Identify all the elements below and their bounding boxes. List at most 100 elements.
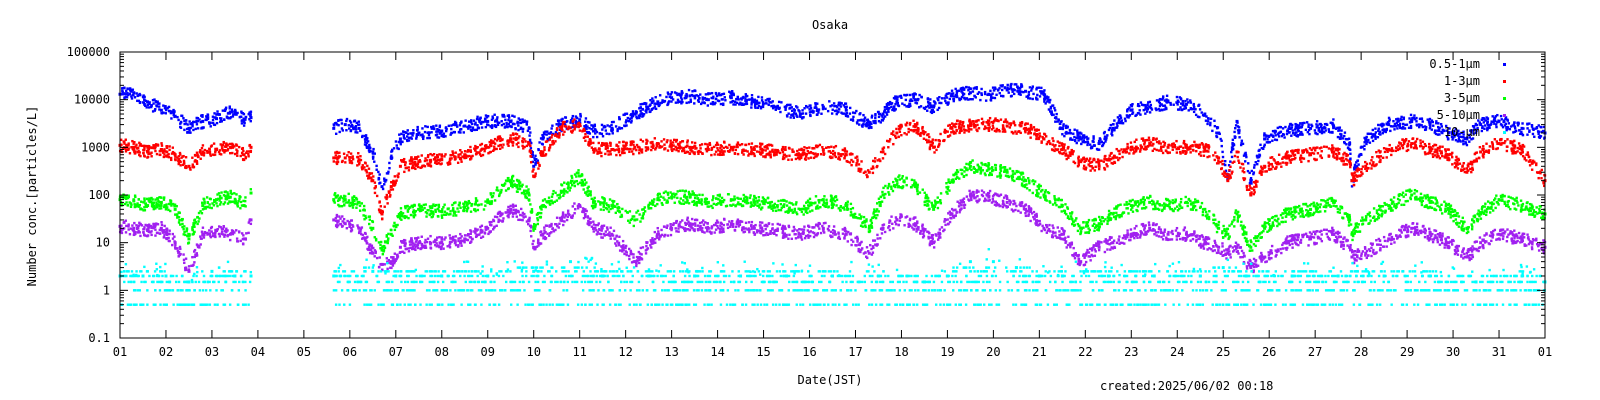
scatter-point	[961, 122, 965, 125]
scatter-point	[1529, 159, 1532, 162]
scatter-point	[1509, 141, 1512, 145]
scatter-point	[223, 151, 226, 154]
scatter-point	[1540, 126, 1543, 129]
scatter-point	[143, 98, 146, 101]
scatter-point	[1463, 136, 1466, 140]
scatter-point	[1207, 150, 1210, 153]
scatter-point	[1058, 144, 1061, 148]
scatter-point	[719, 144, 722, 147]
scatter-point	[407, 166, 410, 169]
scatter-point	[979, 98, 982, 102]
scatter-point	[653, 102, 656, 105]
scatter-point	[1047, 96, 1050, 99]
scatter-point	[729, 96, 732, 99]
scatter-point	[215, 121, 219, 125]
scatter-point	[834, 155, 838, 159]
scatter-point	[654, 102, 657, 106]
scatter-point	[922, 106, 926, 110]
scatter-point	[1394, 124, 1397, 128]
scatter-point	[148, 102, 151, 106]
scatter-point	[133, 152, 137, 155]
scatter-point	[443, 155, 446, 158]
scatter-point	[1102, 142, 1106, 145]
scatter-point	[1402, 125, 1405, 129]
scatter-point	[882, 146, 886, 149]
scatter-point	[1539, 135, 1543, 138]
scatter-point	[1250, 169, 1254, 173]
scatter-point	[650, 145, 653, 148]
scatter-point	[1375, 163, 1378, 166]
scatter-point	[760, 99, 764, 102]
scatter-point	[885, 111, 888, 114]
scatter-point	[231, 151, 234, 155]
scatter-point	[924, 131, 927, 134]
scatter-point	[726, 146, 729, 149]
scatter-point	[200, 114, 203, 117]
scatter-point	[426, 162, 429, 166]
scatter-point	[711, 103, 715, 106]
scatter-point	[927, 104, 930, 108]
scatter-point	[1465, 136, 1469, 139]
scatter-point	[759, 105, 763, 109]
scatter-point	[1119, 116, 1123, 119]
scatter-point	[967, 89, 970, 92]
scatter-point	[996, 89, 1000, 92]
scatter-point	[844, 106, 848, 110]
scatter-point	[156, 100, 159, 103]
scatter-point	[910, 99, 913, 102]
scatter-point	[467, 149, 470, 153]
scatter-point	[521, 118, 524, 121]
scatter-point	[349, 121, 353, 124]
data-point	[201, 119, 205, 123]
scatter-point	[1136, 111, 1140, 115]
scatter-point	[1179, 145, 1183, 148]
scatter-point	[952, 132, 956, 135]
scatter-point	[1438, 157, 1442, 160]
scatter-point	[1245, 155, 1248, 159]
scatter-point	[1026, 128, 1029, 131]
scatter-point	[590, 124, 593, 127]
scatter-point	[1097, 139, 1101, 143]
scatter-point	[143, 148, 146, 152]
scatter-point	[792, 108, 796, 111]
scatter-point	[479, 116, 482, 120]
scatter-point	[1474, 151, 1477, 155]
scatter-point	[1161, 151, 1165, 155]
scatter-point	[1186, 147, 1189, 150]
scatter-point	[138, 92, 141, 96]
scatter-point	[758, 150, 761, 154]
scatter-point	[1003, 128, 1006, 131]
scatter-point	[1158, 101, 1162, 105]
scatter-point	[1230, 148, 1234, 152]
scatter-point	[1005, 120, 1009, 124]
scatter-point	[885, 139, 889, 143]
scatter-point	[962, 125, 966, 128]
scatter-point	[1294, 156, 1297, 160]
scatter-point	[213, 123, 217, 127]
scatter-point	[1467, 169, 1470, 172]
scatter-point	[734, 103, 737, 106]
scatter-point	[418, 158, 421, 162]
scatter-point	[120, 143, 123, 146]
scatter-point	[366, 164, 369, 168]
scatter-point	[211, 121, 215, 125]
scatter-point	[911, 129, 914, 132]
scatter-point	[990, 128, 994, 131]
scatter-point	[132, 142, 135, 145]
scatter-point	[859, 112, 862, 115]
scatter-point	[1514, 127, 1517, 130]
scatter-point	[971, 98, 974, 101]
scatter-point	[160, 144, 164, 147]
scatter-point	[1300, 160, 1303, 164]
scatter-point	[943, 128, 947, 132]
scatter-point	[390, 154, 393, 157]
scatter-point	[147, 151, 150, 154]
scatter-point	[811, 109, 814, 112]
scatter-point	[1353, 164, 1357, 167]
scatter-point	[570, 117, 574, 120]
scatter-point	[613, 148, 617, 152]
scatter-point	[548, 136, 552, 139]
scatter-point	[506, 114, 510, 118]
scatter-point	[588, 127, 591, 130]
scatter-point	[1200, 111, 1203, 114]
